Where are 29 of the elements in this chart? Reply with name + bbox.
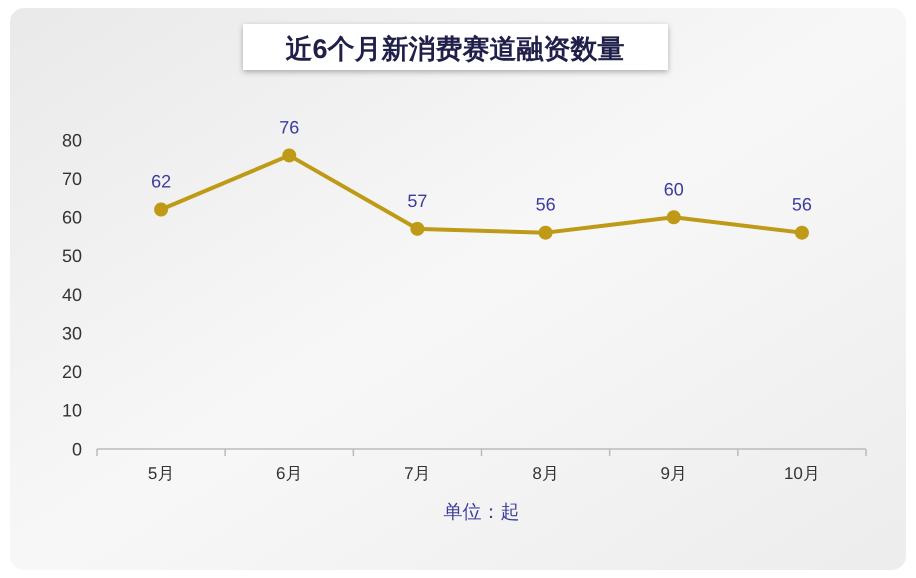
y-tick-label: 10: [62, 400, 82, 421]
point: [538, 226, 553, 240]
x-tick-label: 5月: [148, 464, 174, 483]
data-label: 60: [664, 179, 684, 200]
x-tick-label: 9月: [660, 464, 687, 483]
y-tick-label: 60: [62, 208, 82, 228]
point: [154, 202, 168, 217]
chart-title: 近6个月新消费赛道融资数量: [285, 34, 625, 64]
y-tick-label: 50: [62, 246, 82, 266]
point: [794, 226, 809, 240]
y-tick-label: 30: [62, 323, 82, 344]
data-label: 57: [407, 190, 428, 211]
x-tick-label: 7月: [404, 464, 431, 483]
data-label: 62: [151, 172, 172, 192]
y-tick-label: 70: [62, 168, 82, 189]
x-tick-label: 6月: [276, 464, 302, 483]
data-label: 76: [279, 117, 300, 138]
x-tick-label: 10月: [784, 464, 820, 483]
x-tick-label: 8月: [532, 464, 559, 483]
y-tick-label: 80: [62, 130, 82, 150]
y-tick-label: 40: [62, 284, 82, 305]
point: [282, 148, 296, 162]
x-axis-title: 单位：起: [444, 502, 520, 523]
y-tick-label: 0: [72, 439, 82, 460]
data-label: 56: [792, 194, 812, 215]
point: [666, 210, 681, 224]
y-tick-label: 20: [62, 362, 82, 382]
point: [410, 222, 424, 236]
data-label: 56: [536, 194, 556, 215]
